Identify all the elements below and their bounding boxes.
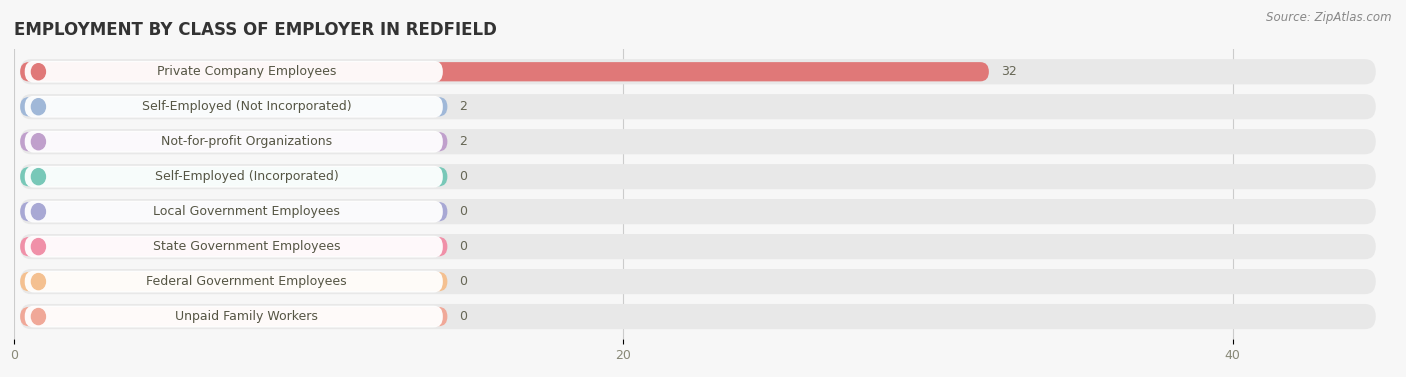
Text: 2: 2: [460, 100, 467, 113]
FancyBboxPatch shape: [20, 94, 1376, 119]
FancyBboxPatch shape: [25, 166, 443, 187]
Text: 0: 0: [460, 275, 468, 288]
Text: 0: 0: [460, 170, 468, 183]
Circle shape: [31, 99, 45, 115]
Text: Not-for-profit Organizations: Not-for-profit Organizations: [160, 135, 332, 148]
FancyBboxPatch shape: [20, 269, 1376, 294]
FancyBboxPatch shape: [20, 304, 1376, 329]
FancyBboxPatch shape: [20, 97, 447, 116]
Text: EMPLOYMENT BY CLASS OF EMPLOYER IN REDFIELD: EMPLOYMENT BY CLASS OF EMPLOYER IN REDFI…: [14, 21, 496, 39]
Text: 0: 0: [460, 205, 468, 218]
FancyBboxPatch shape: [20, 234, 1376, 259]
Circle shape: [31, 239, 45, 254]
Circle shape: [31, 308, 45, 325]
FancyBboxPatch shape: [25, 236, 443, 257]
FancyBboxPatch shape: [20, 272, 447, 291]
FancyBboxPatch shape: [20, 62, 988, 81]
Circle shape: [31, 169, 45, 185]
FancyBboxPatch shape: [20, 237, 447, 256]
Text: 2: 2: [460, 135, 467, 148]
FancyBboxPatch shape: [25, 306, 443, 327]
FancyBboxPatch shape: [25, 96, 443, 118]
Text: Self-Employed (Incorporated): Self-Employed (Incorporated): [155, 170, 339, 183]
Text: Unpaid Family Workers: Unpaid Family Workers: [174, 310, 318, 323]
Text: Source: ZipAtlas.com: Source: ZipAtlas.com: [1267, 11, 1392, 24]
Text: 0: 0: [460, 240, 468, 253]
FancyBboxPatch shape: [20, 59, 1376, 84]
FancyBboxPatch shape: [20, 164, 1376, 189]
FancyBboxPatch shape: [25, 271, 443, 293]
FancyBboxPatch shape: [25, 61, 443, 83]
FancyBboxPatch shape: [20, 167, 447, 186]
Text: Self-Employed (Not Incorporated): Self-Employed (Not Incorporated): [142, 100, 352, 113]
FancyBboxPatch shape: [20, 202, 447, 221]
FancyBboxPatch shape: [20, 307, 447, 326]
Text: Local Government Employees: Local Government Employees: [153, 205, 340, 218]
Text: Private Company Employees: Private Company Employees: [156, 65, 336, 78]
Circle shape: [31, 134, 45, 150]
Text: State Government Employees: State Government Employees: [153, 240, 340, 253]
FancyBboxPatch shape: [20, 129, 1376, 154]
FancyBboxPatch shape: [20, 132, 447, 151]
Text: Federal Government Employees: Federal Government Employees: [146, 275, 347, 288]
Circle shape: [31, 274, 45, 290]
FancyBboxPatch shape: [20, 199, 1376, 224]
Circle shape: [31, 204, 45, 220]
Text: 0: 0: [460, 310, 468, 323]
Circle shape: [31, 64, 45, 80]
Text: 32: 32: [1001, 65, 1017, 78]
FancyBboxPatch shape: [25, 131, 443, 153]
FancyBboxPatch shape: [25, 201, 443, 222]
